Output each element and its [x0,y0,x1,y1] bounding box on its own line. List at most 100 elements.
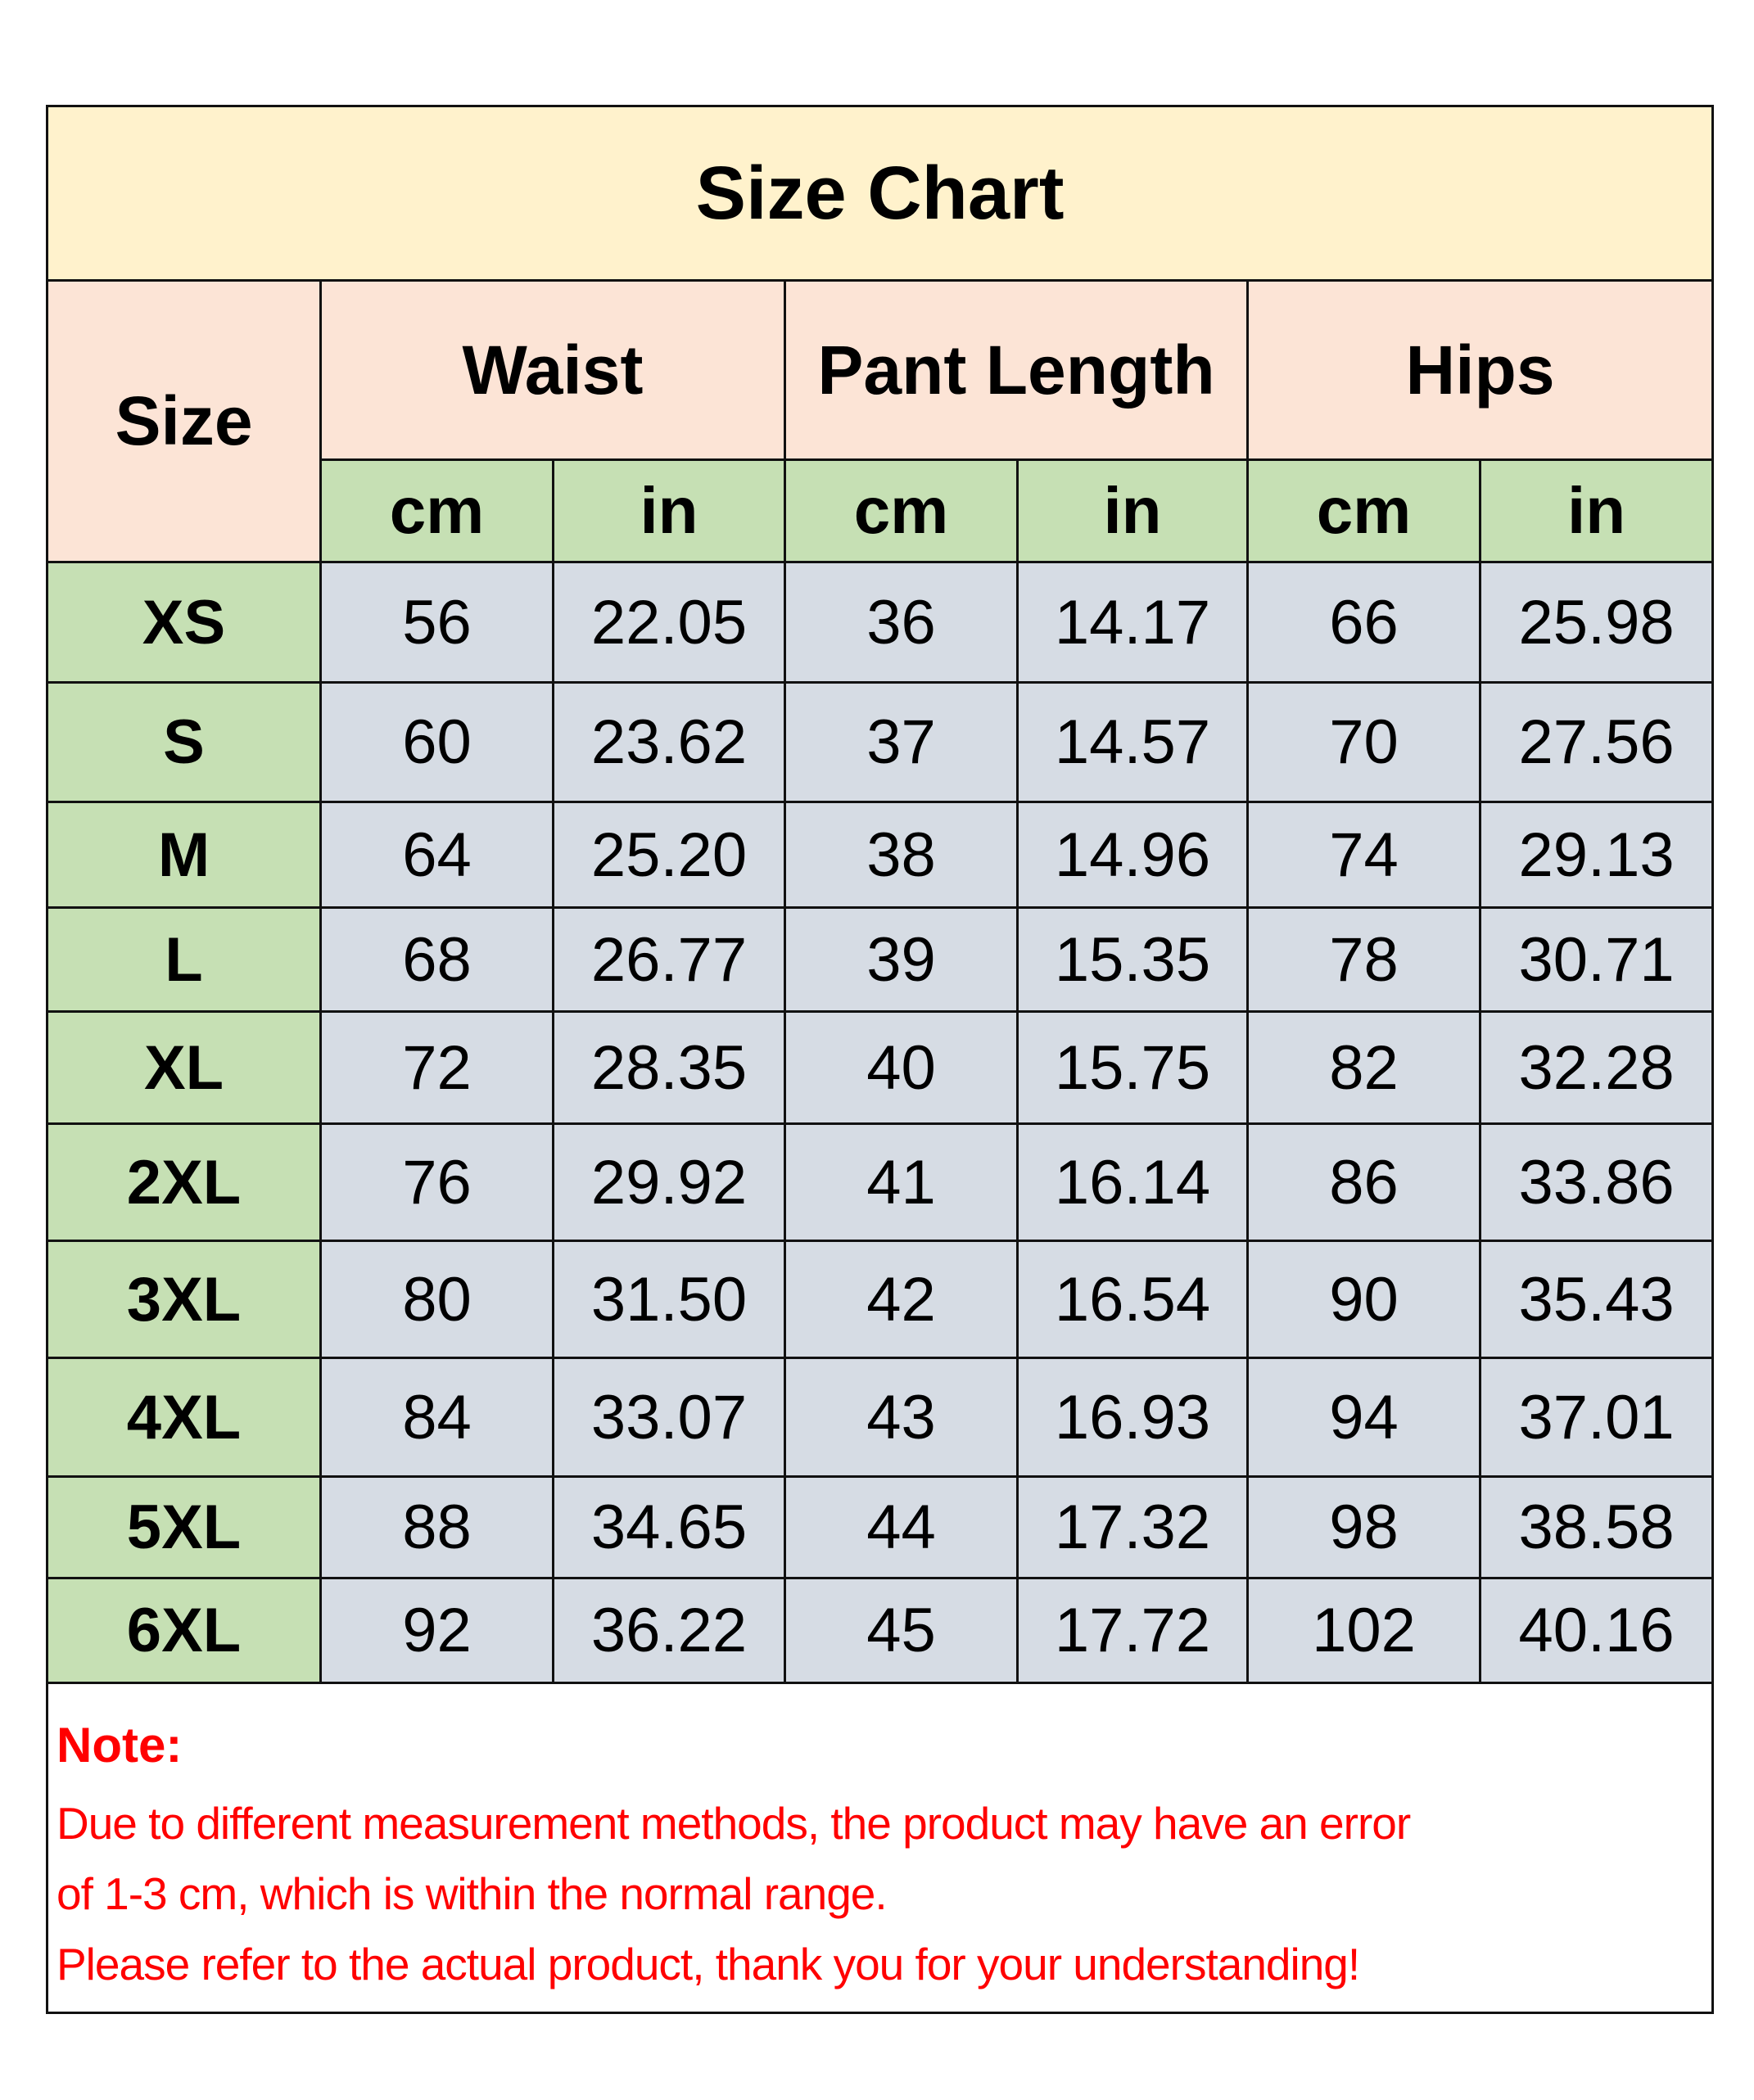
measurement-cell: 36 [784,561,1019,684]
unit-header: cm [1246,458,1481,563]
table-row: 2XL 76 29.92 41 16.14 86 33.86 [46,1122,1715,1242]
measurement-cell: 28.35 [552,1010,786,1125]
measurement-cell: 45 [784,1577,1019,1684]
waist-header: Waist [319,279,786,461]
measurement-cell: 40 [784,1010,1019,1125]
size-header: Size [46,279,322,563]
note-row: Note: Due to different measurement metho… [45,1682,1715,2014]
measurement-cell: 40.16 [1478,1577,1715,1684]
measurement-cell: 15.35 [1016,906,1249,1013]
measurement-cell: 72 [319,1010,554,1125]
size-label: 2XL [46,1122,322,1242]
unit-header: cm [319,458,554,563]
measurement-cell: 25.20 [552,801,786,909]
size-label: XL [46,1010,322,1125]
size-label: 4XL [46,1357,322,1478]
measurement-cell: 32.28 [1478,1010,1715,1125]
measurement-cell: 41 [784,1122,1019,1242]
unit-header: cm [784,458,1019,563]
measurement-cell: 29.92 [552,1122,786,1242]
size-label: 3XL [46,1240,322,1359]
measurement-cell: 26.77 [552,906,786,1013]
measurement-cell: 14.57 [1016,681,1249,803]
note-line: Due to different measurement methods, th… [57,1798,1411,1849]
size-label: XS [46,561,322,684]
size-chart-table: Size Chart Size Waist Pant Length Hips c… [45,105,1715,2014]
measurement-cell: 37.01 [1478,1357,1715,1478]
table-row: XL 72 28.35 40 15.75 82 32.28 [46,1010,1715,1125]
table-row: XS 56 22.05 36 14.17 66 25.98 [46,561,1715,684]
measurement-cell: 94 [1246,1357,1481,1478]
table-row: 5XL 88 34.65 44 17.32 98 38.58 [46,1475,1715,1579]
table-row: 3XL 80 31.50 42 16.54 90 35.43 [46,1240,1715,1359]
chart-title: Size Chart [45,105,1715,282]
hips-header: Hips [1245,279,1715,461]
size-label: M [46,801,322,909]
measurement-cell: 14.96 [1016,801,1249,909]
measurement-cell: 76 [319,1122,554,1242]
measurement-cell: 22.05 [552,561,786,684]
table-row: M 64 25.20 38 14.96 74 29.13 [46,801,1715,909]
measurement-cell: 98 [1246,1475,1481,1579]
measurement-cell: 17.72 [1016,1577,1249,1684]
measurement-cell: 66 [1246,561,1481,684]
title-row: Size Chart [45,105,1715,282]
header-row: Size Waist Pant Length Hips [46,279,1715,563]
measurement-cell: 39 [784,906,1019,1013]
measurement-cell: 64 [319,801,554,909]
note-line: of 1-3 cm, which is within the normal ra… [57,1868,888,1919]
measurement-cell: 90 [1246,1240,1481,1359]
measurement-cell: 60 [319,681,554,803]
size-label: L [46,906,322,1013]
table-row: L 68 26.77 39 15.35 78 30.71 [46,906,1715,1013]
pant-length-header: Pant Length [784,279,1249,461]
note-cell: Note: Due to different measurement metho… [45,1682,1715,2014]
measurement-cell: 37 [784,681,1019,803]
unit-header: in [552,458,786,563]
measurement-cell: 15.75 [1016,1010,1249,1125]
measurement-cell: 38.58 [1478,1475,1715,1579]
measurement-cell: 68 [319,906,554,1013]
measurement-cell: 92 [319,1577,554,1684]
measurement-cell: 34.65 [552,1475,786,1579]
table-row: S 60 23.62 37 14.57 70 27.56 [46,681,1715,803]
unit-row: cm in cm in cm in [47,458,1715,563]
measurement-cell: 35.43 [1478,1240,1715,1359]
measurement-cell: 44 [784,1475,1019,1579]
measurement-cell: 33.86 [1478,1122,1715,1242]
measurement-cell: 82 [1246,1010,1481,1125]
measurement-cell: 29.13 [1478,801,1715,909]
measurement-cell: 88 [319,1475,554,1579]
measurement-cell: 80 [319,1240,554,1359]
note-title: Note: [57,1718,183,1773]
measurement-cell: 43 [784,1357,1019,1478]
measurement-cell: 36.22 [552,1577,786,1684]
measurement-cell: 14.17 [1016,561,1249,684]
table-row: 6XL 92 36.22 45 17.72 102 40.16 [46,1577,1715,1684]
measurement-cell: 27.56 [1478,681,1715,803]
measurement-cell: 16.93 [1016,1357,1249,1478]
measurement-cell: 56 [319,561,554,684]
measurement-cell: 70 [1246,681,1481,803]
measurement-cell: 16.54 [1016,1240,1249,1359]
size-label: 5XL [46,1475,322,1579]
measurement-cell: 42 [784,1240,1019,1359]
measurement-cell: 102 [1246,1577,1481,1684]
size-label: 6XL [46,1577,322,1684]
measurement-cell: 16.14 [1016,1122,1249,1242]
measurement-cell: 30.71 [1478,906,1715,1013]
table-row: 4XL 84 33.07 43 16.93 94 37.01 [46,1357,1715,1478]
measurement-cell: 17.32 [1016,1475,1249,1579]
measurement-cell: 86 [1246,1122,1481,1242]
measurement-cell: 25.98 [1478,561,1715,684]
measurement-cell: 78 [1246,906,1481,1013]
measurement-cell: 74 [1246,801,1481,909]
measurement-cell: 84 [319,1357,554,1478]
unit-header: in [1016,458,1249,563]
measurement-cell: 31.50 [552,1240,786,1359]
note-line: Please refer to the actual product, than… [57,1939,1360,1989]
measurement-cell: 23.62 [552,681,786,803]
unit-header: in [1478,458,1715,563]
measurement-cell: 38 [784,801,1019,909]
size-label: S [46,681,322,803]
